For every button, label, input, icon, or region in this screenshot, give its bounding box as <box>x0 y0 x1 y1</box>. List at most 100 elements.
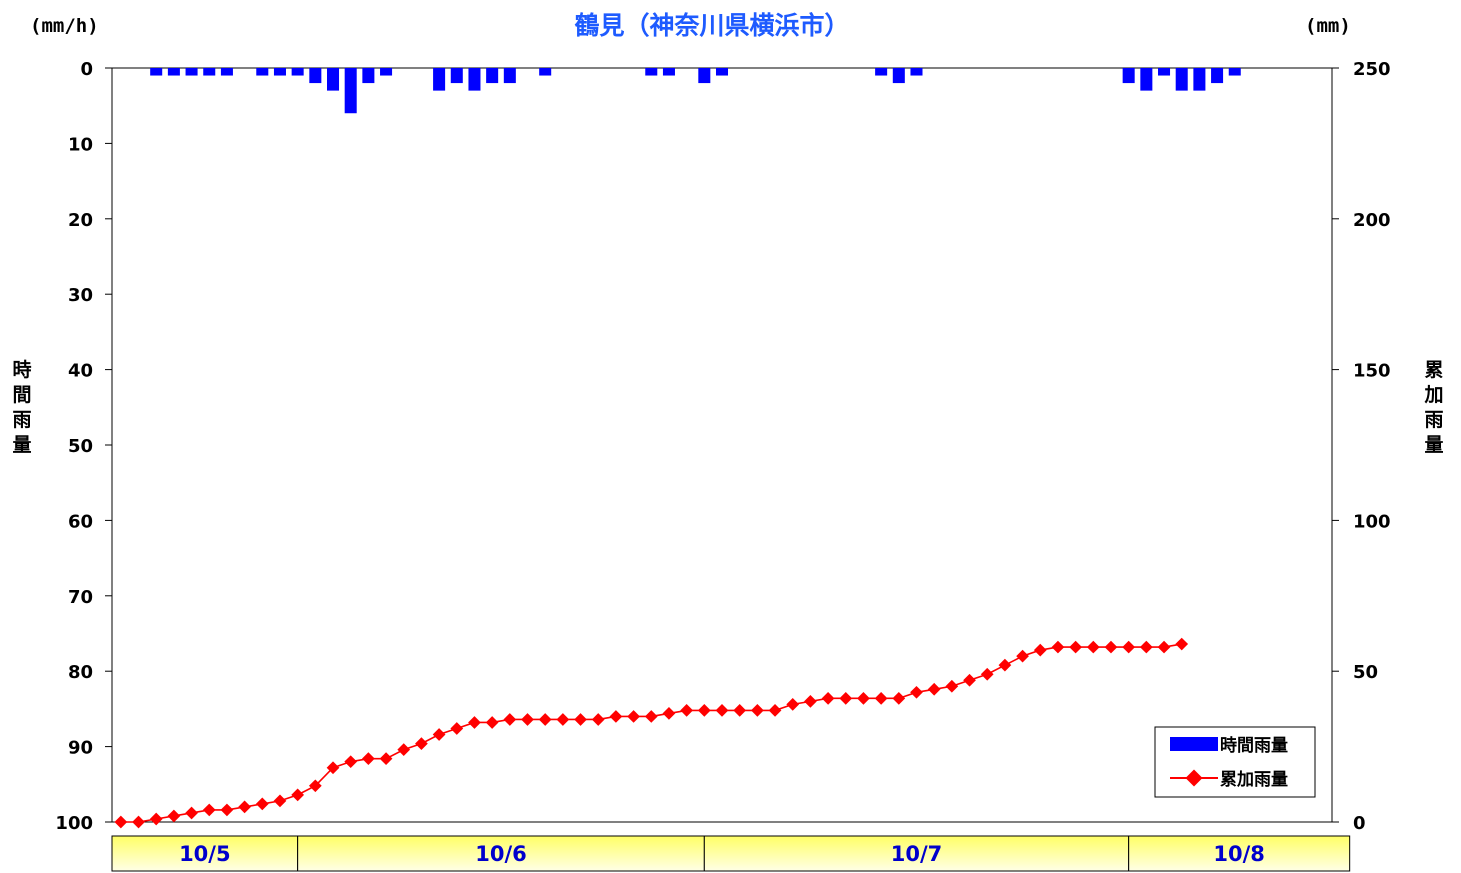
left-axis-label: 時間雨量 <box>12 359 31 456</box>
hourly-rainfall-bar <box>433 68 446 91</box>
hourly-rainfall-bar <box>1228 68 1241 76</box>
cumulative-point <box>521 713 534 726</box>
left-tick-label: 90 <box>68 738 93 759</box>
axis-label-char: 累 <box>1424 359 1443 381</box>
cumulative-point <box>574 713 587 726</box>
hourly-rainfall-bar <box>167 68 180 76</box>
hourly-rainfall-bar <box>1193 68 1206 91</box>
left-tick-label: 20 <box>68 210 93 231</box>
hourly-rainfall-bar <box>645 68 658 76</box>
cumulative-point <box>1122 640 1136 654</box>
right-tick-label: 250 <box>1353 59 1391 80</box>
hourly-rainfall-bar <box>892 68 905 84</box>
left-axis-unit: (mm/h) <box>30 15 99 37</box>
axis-label-char: 雨 <box>1424 409 1443 431</box>
hourly-rainfall-bar <box>203 68 216 76</box>
cumulative-point <box>149 812 163 826</box>
cumulative-point <box>644 710 658 723</box>
hourly-rainfall-bar <box>150 68 163 76</box>
cumulative-point <box>786 698 800 711</box>
cumulative-point <box>591 713 605 726</box>
axis-label-char: 量 <box>12 434 31 456</box>
cumulative-point <box>432 728 446 741</box>
cumulative-point <box>415 737 428 750</box>
axis-label-char: 加 <box>1423 384 1443 406</box>
cumulative-point <box>556 713 570 726</box>
axis-label-char: 雨 <box>12 409 31 431</box>
date-label: 10/7 <box>891 842 943 866</box>
cumulative-point <box>857 691 870 705</box>
right-axis-unit: (mm) <box>1305 15 1351 37</box>
hourly-rainfall-bar <box>468 68 481 91</box>
date-label: 10/5 <box>179 842 231 866</box>
hourly-rainfall-bar <box>1122 68 1135 84</box>
hourly-rainfall-bar <box>362 68 375 84</box>
cumulative-point <box>980 667 994 681</box>
hourly-rainfall-bar <box>450 68 463 84</box>
cumulative-point <box>1104 640 1118 654</box>
right-axis-label: 累加雨量 <box>1423 359 1443 456</box>
hourly-rainfall-bar <box>662 68 675 76</box>
legend-line-marker <box>1185 769 1203 787</box>
chart-title: 鶴見（神奈川県横浜市） <box>574 11 849 40</box>
cumulative-point <box>874 691 888 705</box>
cumulative-point <box>450 722 464 735</box>
hourly-rainfall-bar <box>910 68 923 76</box>
cumulative-point <box>662 707 676 720</box>
axis-label-char: 量 <box>1424 434 1443 456</box>
right-tick-label: 50 <box>1353 662 1378 683</box>
cumulative-point <box>945 679 959 693</box>
cumulative-point <box>238 800 251 814</box>
left-tick-label: 0 <box>80 59 93 80</box>
cumulative-point <box>839 691 853 705</box>
cumulative-point <box>538 713 552 726</box>
hourly-rainfall-bar <box>327 68 340 91</box>
cumulative-point <box>379 752 393 766</box>
cumulative-point <box>1157 640 1171 654</box>
hourly-rainfall-bar <box>486 68 499 84</box>
hourly-rainfall-bar <box>344 68 357 114</box>
left-axis-ticks: 0 10 20 30 40 50 60 70 80 90 100 <box>55 59 112 834</box>
cumulative-point <box>804 694 817 708</box>
cumulative-point <box>132 815 145 829</box>
cumulative-point <box>114 815 128 829</box>
hourly-rainfall-bar <box>309 68 322 84</box>
left-tick-label: 50 <box>68 436 93 457</box>
hourly-rainfall-bar <box>715 68 729 76</box>
hourly-rainfall-bar <box>875 68 888 76</box>
cumulative-point <box>485 716 499 729</box>
cumulative-point <box>291 788 305 802</box>
hourly-rainfall-bar <box>1211 68 1224 84</box>
hourly-rainfall-bar <box>220 68 233 76</box>
cumulative-point <box>680 704 694 717</box>
hourly-rainfall-bar <box>256 68 269 76</box>
legend-bar-swatch <box>1170 737 1218 751</box>
cumulative-point <box>998 658 1012 672</box>
cumulative-point <box>344 755 358 769</box>
cumulative-point <box>768 704 782 717</box>
hourly-rainfall-bar <box>273 68 286 76</box>
cumulative-point <box>1016 649 1029 663</box>
hourly-rainfall-bar <box>380 68 393 76</box>
cumulative-point <box>362 752 375 766</box>
legend-bar-label: 時間雨量 <box>1220 735 1288 756</box>
hourly-rainfall-bar <box>185 68 198 76</box>
right-tick-label: 150 <box>1353 361 1391 382</box>
hourly-rainfall-bar <box>503 68 516 84</box>
date-label: 10/8 <box>1213 842 1265 866</box>
axis-label-char: 時 <box>12 359 31 381</box>
left-tick-label: 30 <box>68 285 93 306</box>
right-tick-label: 100 <box>1353 511 1391 532</box>
cumulative-point <box>1139 640 1153 654</box>
cumulative-point <box>715 704 729 717</box>
cumulative-point <box>627 710 640 723</box>
hourly-rainfall-bar <box>1175 68 1188 91</box>
cumulative-point <box>167 809 181 823</box>
left-tick-label: 40 <box>68 361 93 382</box>
date-cell <box>1128 835 1351 872</box>
hourly-rainfall-bar <box>1158 68 1171 76</box>
cumulative-point <box>220 803 234 817</box>
right-tick-label: 200 <box>1353 210 1391 231</box>
cumulative-point <box>503 713 517 726</box>
cumulative-point <box>910 685 923 699</box>
